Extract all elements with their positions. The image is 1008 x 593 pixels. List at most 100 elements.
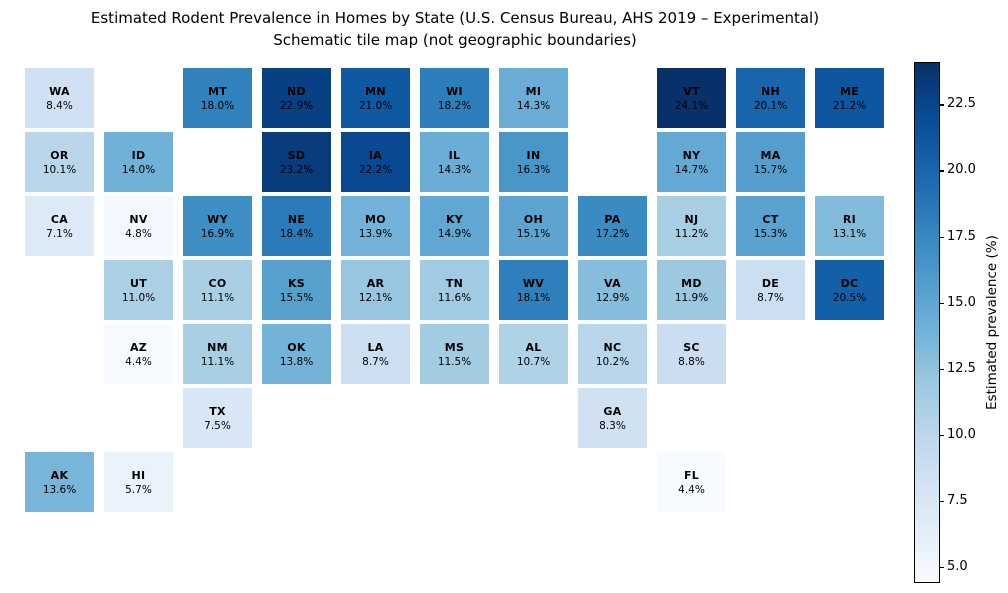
state-tile-wa: WA 8.4%	[25, 68, 94, 128]
state-tile-in: IN 16.3%	[499, 132, 568, 192]
state-abbr-label: TN	[445, 276, 464, 290]
state-tile-ma: MA 15.7%	[736, 132, 805, 192]
state-tile-hi: HI 5.7%	[104, 452, 173, 512]
state-abbr-label: UT	[129, 276, 148, 290]
state-tile-oh: OH 15.1%	[499, 196, 568, 256]
state-abbr-label: NV	[129, 212, 148, 226]
state-tile-mt: MT 18.0%	[183, 68, 252, 128]
colorbar-tick-label: 17.5	[947, 228, 976, 244]
state-value-label: 13.1%	[832, 227, 867, 240]
state-abbr-label: WY	[207, 212, 228, 226]
state-value-label: 21.2%	[832, 99, 867, 112]
state-tile-de: DE 8.7%	[736, 260, 805, 320]
state-value-label: 17.2%	[595, 227, 630, 240]
state-abbr-label: AZ	[129, 340, 148, 354]
colorbar-tick-label: 15.0	[947, 294, 976, 310]
state-tile-mn: MN 21.0%	[341, 68, 410, 128]
state-value-label: 10.1%	[42, 163, 77, 176]
state-abbr-label: KY	[445, 212, 464, 226]
state-abbr-label: CA	[50, 212, 69, 226]
colorbar-tick-label: 22.5	[947, 96, 976, 112]
state-abbr-label: CO	[208, 276, 227, 290]
colorbar-tick-mark	[940, 368, 944, 370]
state-value-label: 5.7%	[125, 483, 152, 496]
state-tile-fl: FL 4.4%	[657, 452, 726, 512]
state-abbr-label: MS	[444, 340, 465, 354]
colorbar-tick-mark	[940, 434, 944, 437]
state-tile-ok: OK 13.8%	[262, 324, 331, 384]
chart-title: Estimated Rodent Prevalence in Homes by …	[0, 7, 910, 51]
state-tile-md: MD 11.9%	[657, 260, 726, 320]
state-value-label: 7.1%	[46, 227, 73, 240]
state-abbr-label: WI	[446, 84, 463, 98]
state-value-label: 22.9%	[279, 99, 314, 112]
state-tile-co: CO 11.1%	[183, 260, 252, 320]
state-value-label: 4.4%	[678, 483, 705, 496]
state-abbr-label: AL	[525, 340, 542, 354]
state-value-label: 14.3%	[437, 163, 472, 176]
state-value-label: 10.7%	[516, 355, 551, 368]
state-abbr-label: VT	[683, 84, 700, 98]
state-tile-pa: PA 17.2%	[578, 196, 647, 256]
colorbar-tick-mark	[940, 170, 944, 172]
state-tile-dc: DC 20.5%	[815, 260, 884, 320]
state-tile-mi: MI 14.3%	[499, 68, 568, 128]
state-abbr-label: FL	[683, 468, 700, 482]
state-value-label: 18.1%	[516, 291, 551, 304]
state-tile-ne: NE 18.4%	[262, 196, 331, 256]
state-value-label: 12.1%	[358, 291, 393, 304]
state-abbr-label: GA	[603, 404, 622, 418]
state-value-label: 20.5%	[832, 291, 867, 304]
state-value-label: 15.7%	[753, 163, 788, 176]
state-abbr-label: IL	[448, 148, 461, 162]
state-value-label: 12.9%	[595, 291, 630, 304]
state-value-label: 8.3%	[599, 419, 626, 432]
state-value-label: 16.3%	[516, 163, 551, 176]
state-tile-ks: KS 15.5%	[262, 260, 331, 320]
state-value-label: 15.1%	[516, 227, 551, 240]
state-abbr-label: RI	[842, 212, 857, 226]
state-tile-tn: TN 11.6%	[420, 260, 489, 320]
state-abbr-label: KS	[287, 276, 306, 290]
state-abbr-label: WV	[522, 276, 545, 290]
state-value-label: 20.1%	[753, 99, 788, 112]
colorbar-tick-mark	[940, 236, 944, 238]
state-value-label: 11.6%	[437, 291, 472, 304]
state-tile-ri: RI 13.1%	[815, 196, 884, 256]
state-abbr-label: NJ	[684, 212, 699, 226]
colorbar-tick-label: 10.0	[947, 426, 976, 442]
state-abbr-label: ID	[131, 148, 146, 162]
state-abbr-label: ND	[287, 84, 306, 98]
state-tile-nv: NV 4.8%	[104, 196, 173, 256]
state-value-label: 11.1%	[200, 355, 235, 368]
state-abbr-label: ME	[839, 84, 860, 98]
state-tile-wi: WI 18.2%	[420, 68, 489, 128]
state-tile-ny: NY 14.7%	[657, 132, 726, 192]
state-abbr-label: VA	[604, 276, 621, 290]
state-value-label: 4.8%	[125, 227, 152, 240]
colorbar-tick-label: 7.5	[947, 493, 968, 508]
state-abbr-label: DC	[840, 276, 859, 290]
state-value-label: 8.4%	[46, 99, 73, 112]
state-abbr-label: SD	[287, 148, 306, 162]
state-abbr-label: AK	[50, 468, 69, 482]
state-tile-ca: CA 7.1%	[25, 196, 94, 256]
state-value-label: 18.0%	[200, 99, 235, 112]
colorbar-tick-mark	[940, 501, 944, 503]
state-value-label: 7.5%	[204, 419, 231, 432]
state-abbr-label: MN	[365, 84, 386, 98]
state-value-label: 8.7%	[362, 355, 389, 368]
state-tile-nh: NH 20.1%	[736, 68, 805, 128]
state-tile-wv: WV 18.1%	[499, 260, 568, 320]
state-abbr-label: NH	[760, 84, 780, 98]
state-abbr-label: LA	[367, 340, 384, 354]
state-value-label: 4.4%	[125, 355, 152, 368]
state-tile-nm: NM 11.1%	[183, 324, 252, 384]
state-tile-la: LA 8.7%	[341, 324, 410, 384]
state-tile-ky: KY 14.9%	[420, 196, 489, 256]
state-tile-ut: UT 11.0%	[104, 260, 173, 320]
state-tile-ar: AR 12.1%	[341, 260, 410, 320]
state-value-label: 22.2%	[358, 163, 393, 176]
state-tile-me: ME 21.2%	[815, 68, 884, 128]
